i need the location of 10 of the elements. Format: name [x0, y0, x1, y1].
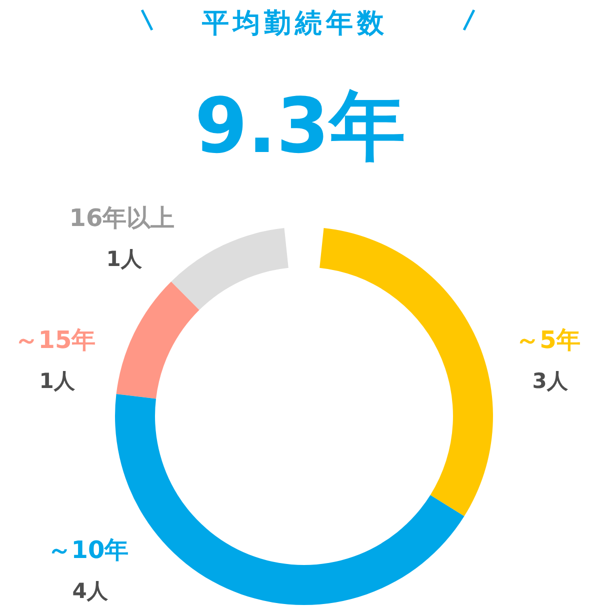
slice-label: ～10年 [47, 536, 129, 564]
slice-label: 16年以上 [69, 204, 175, 232]
data-label: 4人 [72, 579, 109, 603]
slice-label: ～15年 [14, 326, 96, 354]
data-label: 1人 [39, 369, 76, 393]
slice-label: ～5年 [516, 326, 580, 354]
chart-title: 平均勤続年数 [201, 8, 388, 39]
data-label: 3人 [532, 369, 569, 393]
chart-subtitle: 9.3年 [194, 81, 406, 170]
data-label: 1人 [106, 247, 143, 271]
